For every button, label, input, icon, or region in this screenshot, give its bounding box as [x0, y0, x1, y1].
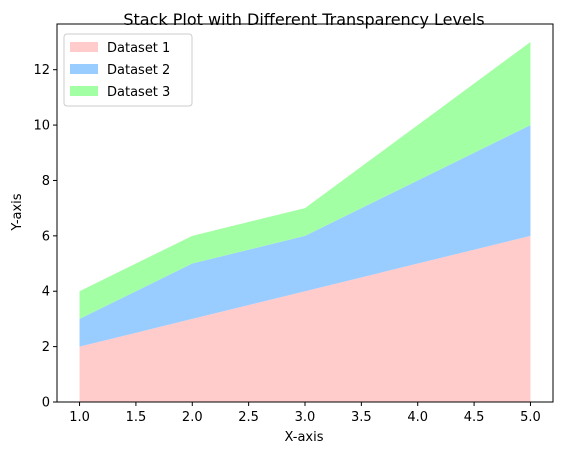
y-tick-label: 12	[33, 63, 50, 78]
area-series-1	[79, 235, 531, 402]
y-tick-label: 6	[42, 229, 50, 244]
x-tick-label: 1.0	[69, 410, 90, 425]
x-tick-label: 2.0	[182, 410, 203, 425]
area-series-3	[79, 42, 531, 319]
y-tick-label: 4	[42, 285, 50, 300]
legend-label: Dataset 3	[107, 85, 170, 100]
legend-label: Dataset 1	[107, 41, 170, 56]
x-axis-label: X-axis	[285, 430, 324, 445]
chart-title: Stack Plot with Different Transparency L…	[123, 10, 484, 29]
x-tick-label: 5.0	[520, 410, 541, 425]
x-tick-label: 2.5	[238, 410, 259, 425]
x-tick-label: 4.5	[464, 410, 485, 425]
x-tick-label: 3.5	[351, 410, 372, 425]
y-tick-label: 0	[42, 396, 50, 411]
y-tick-label: 8	[42, 174, 50, 189]
x-tick-label: 4.0	[407, 410, 428, 425]
stacked-areas	[79, 42, 531, 402]
y-tick-label: 10	[33, 119, 50, 134]
legend-swatch	[70, 64, 98, 74]
y-axis-label: Y-axis	[10, 193, 25, 231]
x-axis-ticks: 1.0 1.5 2.0 2.5 3.0 3.5 4.0 4.5 5.0	[69, 402, 541, 425]
x-tick-label: 1.5	[126, 410, 147, 425]
legend: Dataset 1 Dataset 2 Dataset 3	[63, 33, 193, 107]
x-tick-label: 3.0	[295, 410, 316, 425]
legend-swatch	[70, 42, 98, 52]
y-axis-ticks: 0 2 4 6 8 10 12	[33, 63, 57, 411]
y-tick-label: 2	[42, 340, 50, 355]
legend-swatch	[70, 86, 98, 96]
legend-label: Dataset 2	[107, 63, 170, 78]
